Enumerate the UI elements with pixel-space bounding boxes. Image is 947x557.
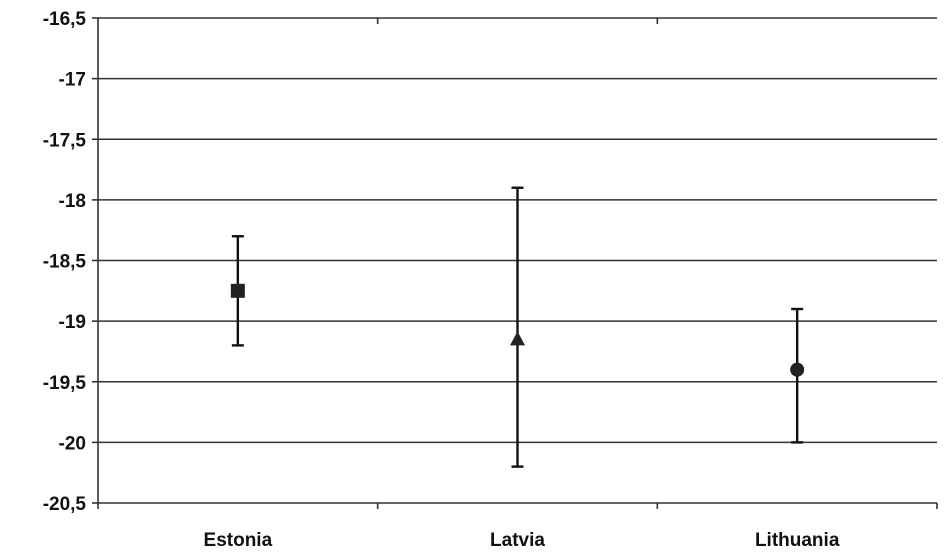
error-bars — [231, 186, 804, 468]
y-tick-label: -17 — [59, 70, 86, 91]
y-tick-label: -17,5 — [43, 130, 87, 151]
marker-estonia — [230, 283, 245, 298]
y-tick-label: -20,5 — [43, 494, 87, 515]
y-tick-label: -18,5 — [43, 252, 87, 273]
category-labels: Estonia Latvia Lithuania — [204, 530, 840, 551]
x-category-label: Estonia — [204, 530, 273, 551]
marker-latvia — [510, 331, 525, 346]
marker-lithuania — [790, 362, 805, 377]
y-tick-label: -20 — [59, 433, 86, 454]
y-tick-label: -19 — [59, 312, 86, 333]
x-category-label: Latvia — [490, 530, 545, 551]
y-tick-labels: -16,5 -17 -17,5 -18 -18,5 -19 -19,5 -20 -20,5 — [43, 9, 87, 515]
y-tick-label: -19,5 — [43, 373, 87, 394]
y-tick-label: -16,5 — [43, 9, 87, 30]
axes — [92, 17, 938, 509]
data-markers — [230, 283, 805, 377]
y-tick-label: -18 — [59, 191, 86, 212]
x-category-label: Lithuania — [755, 530, 840, 551]
